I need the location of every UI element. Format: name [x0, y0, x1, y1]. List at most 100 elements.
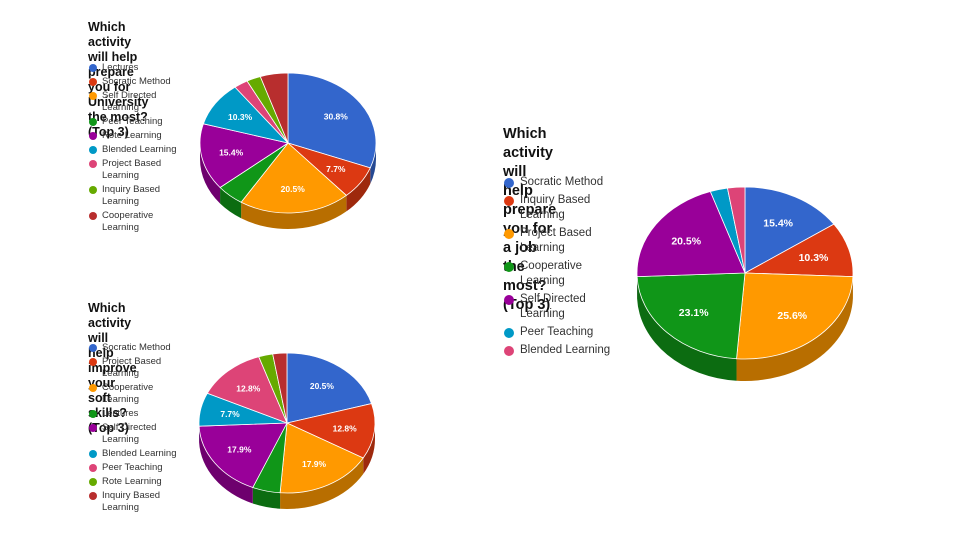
- legend-swatch: [89, 478, 97, 486]
- pie-value-label: 10.3%: [228, 112, 253, 122]
- chart-title: Which activity will help improve your so…: [88, 301, 137, 435]
- legend-item: Self Directed Learning: [89, 422, 194, 446]
- legend-item: Inquiry Based Learning: [504, 193, 629, 223]
- legend-item: Peer Teaching: [504, 325, 629, 340]
- pie-slice: [636, 191, 746, 278]
- legend-item: Rote Learning: [89, 130, 194, 142]
- legend-swatch: [89, 492, 97, 500]
- legend-swatch: [504, 295, 514, 305]
- pie-slice-side: [346, 167, 371, 212]
- legend-swatch: [89, 118, 97, 126]
- legend-item: Socratic Method: [89, 342, 194, 354]
- pie-slice: [206, 356, 288, 424]
- legend-swatch: [89, 384, 97, 392]
- legend-swatch: [89, 146, 97, 154]
- legend-swatch: [89, 64, 97, 72]
- legend-swatch: [504, 178, 514, 188]
- legend-item: Rote Learning: [89, 476, 194, 488]
- legend-item: Cooperative Learning: [89, 210, 194, 234]
- legend-item: Blended Learning: [89, 448, 194, 460]
- pie-slice: [285, 403, 376, 459]
- legend-item: Self Directed Learning: [504, 292, 629, 322]
- legend-label: Inquiry Based Learning: [520, 194, 591, 221]
- legend-swatch: [89, 160, 97, 168]
- legend-item: Cooperative Learning: [89, 382, 194, 406]
- pie-slice-side: [200, 143, 221, 204]
- pie-slice: [636, 272, 746, 360]
- legend-item: Project Based Learning: [89, 158, 194, 182]
- chart-title: Which activity will help prepare you for…: [88, 20, 149, 139]
- legend-label: Self Directed Learning: [102, 90, 157, 113]
- pie-value-label: 7.7%: [220, 409, 240, 419]
- pie-slice: [744, 186, 835, 274]
- legend: Socratic Method Project Based Learning Coo…: [89, 342, 194, 516]
- pie-slice-side: [252, 487, 281, 509]
- legend-label: Blended Learning: [520, 344, 611, 356]
- legend-item: Project Based Learning: [504, 226, 629, 256]
- legend-label: Project Based Learning: [102, 356, 162, 379]
- legend-item: Lectures: [89, 62, 194, 74]
- pie-slice: [726, 186, 746, 274]
- legend-swatch: [89, 212, 97, 220]
- legend-swatch: [504, 196, 514, 206]
- pie-slice: [279, 422, 364, 494]
- legend-label: Peer Teaching: [102, 116, 163, 127]
- pie-value-label: 17.9%: [302, 459, 327, 469]
- pie-slice-side: [220, 187, 242, 219]
- legend-item: Peer Teaching: [89, 116, 194, 128]
- legend-item: Blended Learning: [89, 144, 194, 156]
- legend-swatch: [89, 464, 97, 472]
- legend-item: Peer Teaching: [89, 462, 194, 474]
- pie-value-label: 20.5%: [671, 236, 701, 248]
- legend-label: Project Based Learning: [102, 158, 162, 181]
- pie-value-label: 15.4%: [763, 217, 793, 229]
- pie-value-label: 17.9%: [227, 444, 252, 454]
- legend-item: Blended Learning: [504, 343, 629, 358]
- legend-item: Inquiry Based Learning: [89, 184, 194, 208]
- legend-label: Self Directed Learning: [520, 293, 586, 320]
- legend-label: Socratic Method: [102, 342, 171, 353]
- pie-slice: [736, 272, 854, 360]
- legend-label: Blended Learning: [102, 144, 177, 155]
- legend-swatch: [504, 328, 514, 338]
- legend-label: Rote Learning: [102, 476, 162, 487]
- legend-label: Socratic Method: [102, 76, 171, 87]
- legend-swatch: [89, 78, 97, 86]
- pie-slice-side: [241, 195, 347, 229]
- legend-swatch: [89, 186, 97, 194]
- legend-item: Lectures: [89, 408, 194, 420]
- pie-value-label: 23.1%: [679, 307, 709, 319]
- legend: Socratic Method Inquiry Based Learning Pro…: [504, 175, 629, 361]
- legend-swatch: [89, 410, 97, 418]
- pie-value-label: 12.8%: [333, 424, 358, 434]
- legend-swatch: [89, 92, 97, 100]
- pie-slice: [286, 352, 373, 424]
- pie-slice: [199, 123, 290, 189]
- legend-item: Socratic Method: [89, 76, 194, 88]
- legend-item: Inquiry Based Learning: [89, 490, 194, 514]
- legend-swatch: [89, 450, 97, 458]
- legend-swatch: [504, 262, 514, 272]
- legend-label: Inquiry Based Learning: [102, 184, 161, 207]
- pie-value-label: 12.8%: [236, 384, 261, 394]
- pie-slice: [240, 142, 347, 214]
- legend-swatch: [89, 424, 97, 432]
- pie-slice-side: [370, 143, 376, 184]
- legend-label: Rote Learning: [102, 130, 162, 141]
- pie-slice: [743, 223, 854, 278]
- pie-value-label: 20.5%: [281, 184, 306, 194]
- legend-label: Peer Teaching: [102, 462, 163, 473]
- legend: Lectures Socratic Method Self Directed Lea…: [89, 62, 194, 236]
- legend-item: Self Directed Learning: [89, 90, 194, 114]
- legend-swatch: [504, 229, 514, 239]
- legend-label: Cooperative Learning: [102, 382, 154, 405]
- pie-value-label: 10.3%: [799, 252, 829, 264]
- pie-slice: [287, 72, 377, 169]
- legend-label: Peer Teaching: [520, 326, 594, 338]
- legend-swatch: [504, 346, 514, 356]
- legend-item: Project Based Learning: [89, 356, 194, 380]
- legend-label: Inquiry Based Learning: [102, 490, 161, 513]
- legend-label: Self Directed Learning: [102, 422, 157, 445]
